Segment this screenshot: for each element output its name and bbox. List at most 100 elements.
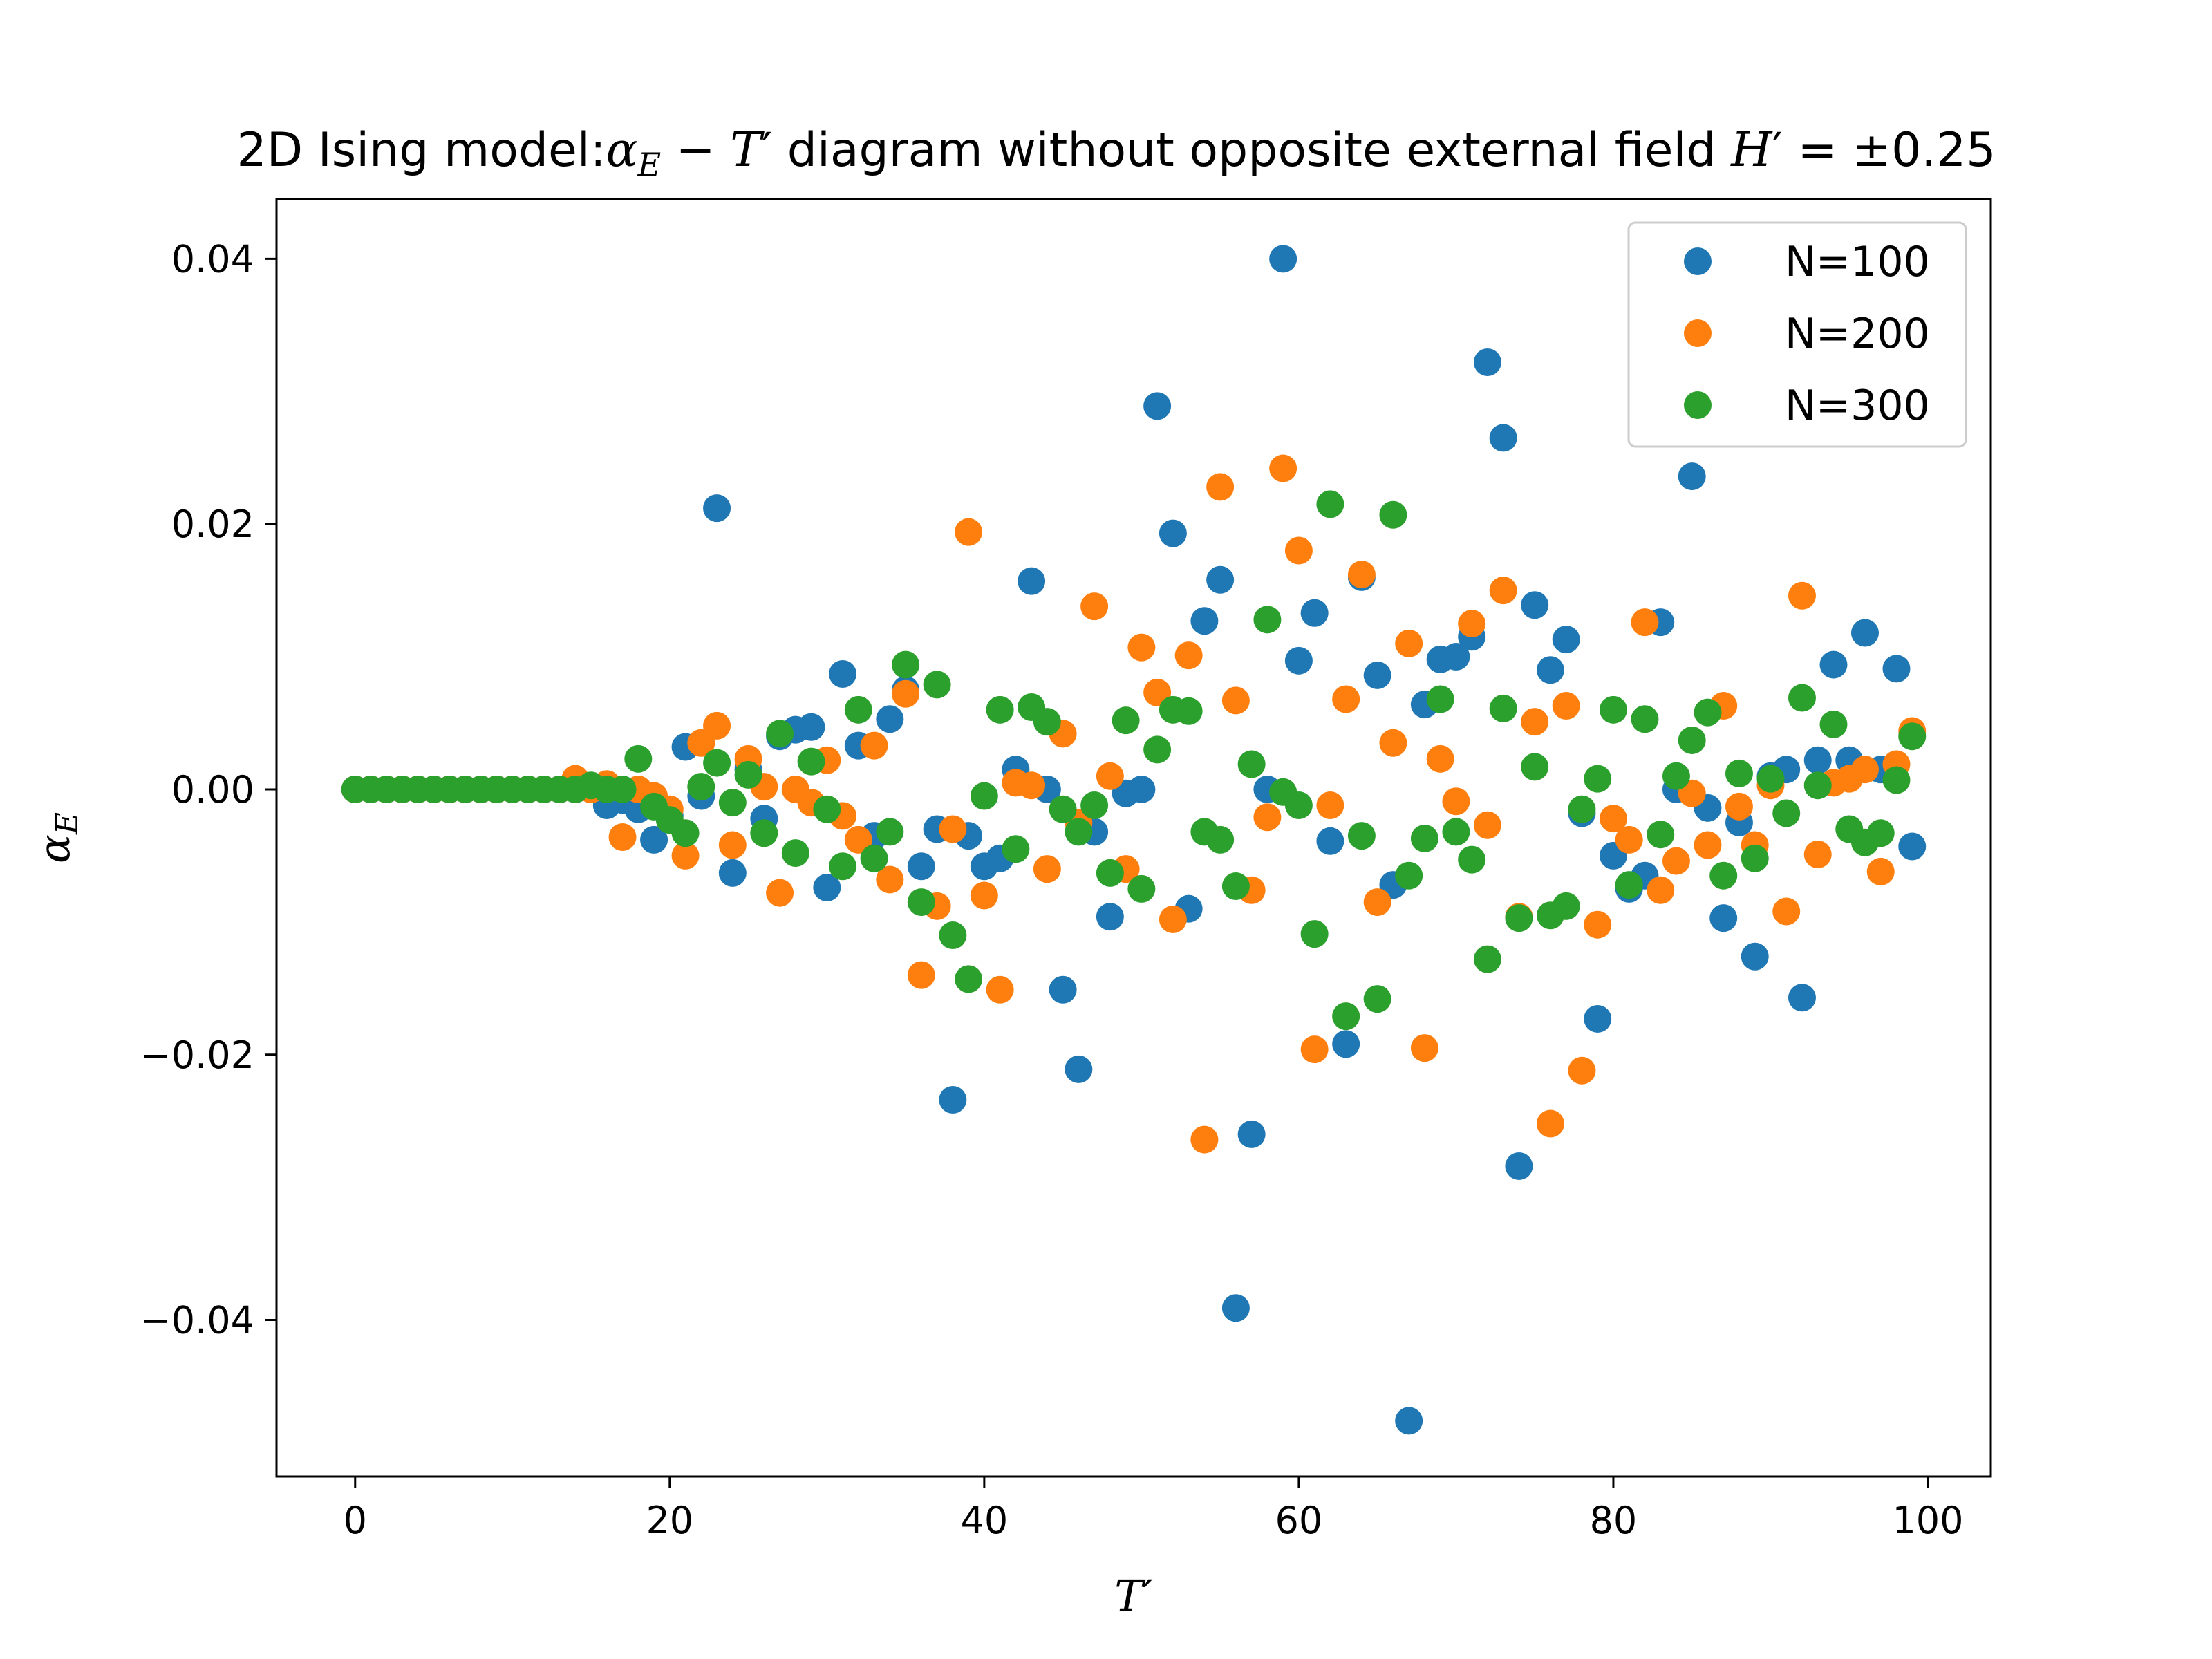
point-n-300 [1363, 985, 1391, 1013]
point-n-200 [1536, 1109, 1564, 1138]
point-n-300 [1395, 861, 1423, 890]
point-n-300 [1284, 791, 1313, 819]
point-n-300 [671, 819, 700, 847]
point-n-100 [1395, 1407, 1423, 1435]
point-n-200 [608, 823, 637, 852]
point-n-300 [1426, 685, 1454, 713]
point-n-200 [1489, 577, 1517, 605]
point-n-300 [1647, 821, 1675, 849]
point-n-200 [1694, 831, 1722, 859]
point-n-300 [1347, 822, 1376, 850]
point-n-300 [1080, 791, 1109, 819]
point-n-200 [1284, 536, 1313, 565]
point-n-200 [718, 831, 747, 859]
point-n-100 [1065, 1055, 1093, 1083]
point-n-300 [813, 795, 841, 823]
point-n-300 [1898, 722, 1927, 751]
point-n-100 [829, 660, 857, 688]
point-n-300 [1096, 859, 1124, 887]
point-n-300 [1678, 726, 1706, 754]
point-n-200 [1866, 857, 1895, 885]
point-n-100 [1363, 661, 1391, 689]
scatter-points [341, 245, 1927, 1435]
point-n-200 [1850, 756, 1879, 784]
point-n-100 [1678, 462, 1706, 491]
point-n-200 [1725, 792, 1753, 821]
point-n-200 [1426, 744, 1454, 773]
point-n-100 [1442, 643, 1470, 671]
chart-title: 2D Ising model:αE − T′ diagram without o… [237, 123, 1996, 183]
x-tick-label: 80 [1590, 1499, 1638, 1542]
legend-label: N=100 [1785, 238, 1930, 286]
point-n-200 [1033, 855, 1061, 883]
point-n-200 [1631, 608, 1659, 637]
point-n-300 [687, 773, 715, 801]
point-n-100 [797, 713, 825, 741]
point-n-100 [1269, 245, 1297, 273]
y-tick-label: 0.02 [171, 503, 254, 546]
series-N=300 [341, 490, 1927, 1031]
point-n-200 [703, 711, 731, 740]
point-n-200 [1647, 876, 1675, 904]
legend: N=100 N=200 N=300 [1627, 221, 1967, 448]
point-n-300 [939, 921, 967, 950]
point-n-200 [1410, 1034, 1438, 1062]
point-n-100 [1143, 392, 1172, 420]
point-n-300 [1725, 759, 1753, 787]
point-n-200 [970, 881, 998, 910]
point-n-300 [797, 747, 825, 776]
point-n-200 [860, 731, 888, 760]
point-n-300 [1489, 694, 1517, 722]
point-n-100 [907, 852, 935, 881]
point-n-200 [1159, 906, 1187, 934]
point-n-300 [1803, 771, 1832, 800]
point-n-300 [1505, 904, 1533, 932]
point-n-300 [1694, 698, 1722, 727]
legend-label: N=200 [1785, 310, 1930, 358]
point-n-200 [1803, 840, 1832, 868]
point-n-100 [1300, 599, 1329, 627]
point-n-200 [1253, 803, 1282, 832]
point-n-300 [1379, 500, 1407, 529]
y-tick-label: −0.04 [140, 1299, 254, 1342]
point-n-100 [1190, 607, 1219, 635]
point-n-300 [766, 720, 794, 748]
point-n-200 [1521, 708, 1549, 736]
point-n-200 [844, 825, 872, 854]
point-n-200 [1473, 811, 1501, 839]
point-n-100 [1332, 1030, 1360, 1058]
point-n-200 [1174, 641, 1203, 670]
point-n-300 [781, 839, 809, 868]
point-n-100 [718, 859, 747, 887]
point-n-100 [876, 705, 904, 733]
point-n-300 [1127, 874, 1156, 903]
point-n-300 [1631, 705, 1659, 733]
point-n-100 [1898, 832, 1927, 861]
point-n-100 [813, 873, 841, 901]
point-n-200 [766, 879, 794, 907]
point-n-200 [955, 518, 983, 546]
point-n-200 [1552, 692, 1580, 720]
point-n-100 [1221, 1294, 1250, 1322]
point-n-300 [1206, 825, 1235, 854]
point-n-200 [892, 679, 920, 708]
point-n-300 [1033, 708, 1061, 736]
point-n-200 [1458, 610, 1486, 638]
point-n-100 [1018, 567, 1046, 595]
point-n-100 [939, 1086, 967, 1114]
point-n-100 [1159, 519, 1187, 547]
point-n-100 [1206, 565, 1235, 594]
point-n-200 [1615, 825, 1643, 854]
point-n-300 [1709, 861, 1738, 890]
point-n-200 [1442, 787, 1470, 816]
point-n-300 [923, 671, 951, 699]
point-n-100 [703, 494, 731, 523]
point-n-300 [1552, 892, 1580, 920]
point-n-300 [1300, 920, 1329, 948]
point-n-100 [1803, 746, 1832, 774]
point-n-200 [1206, 473, 1235, 501]
point-n-300 [1756, 765, 1785, 793]
point-n-300 [1615, 871, 1643, 899]
point-n-300 [1819, 710, 1848, 738]
